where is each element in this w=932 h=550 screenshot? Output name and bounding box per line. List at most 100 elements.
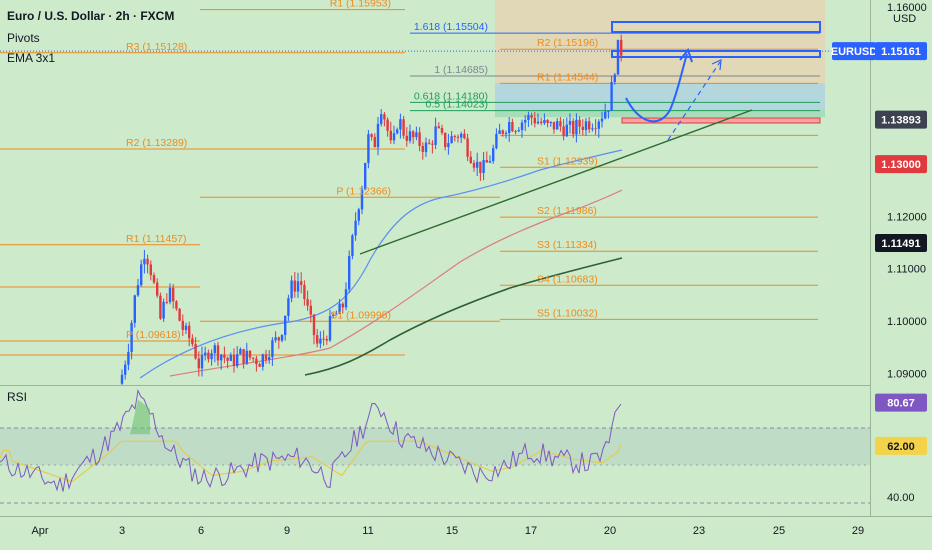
candle-body [332, 314, 335, 316]
date-tick: 6 [198, 525, 204, 537]
candle [389, 121, 392, 144]
candle-body [328, 315, 332, 341]
candle [140, 259, 143, 287]
candle [412, 130, 415, 144]
rsi-ma-badge[interactable]: 62.00 [875, 436, 927, 455]
candle-body [181, 320, 184, 330]
candle [616, 39, 620, 75]
target-box-r3[interactable] [611, 50, 821, 58]
candle [146, 254, 149, 274]
indicator-ema[interactable]: EMA 3x1 [7, 51, 56, 65]
candle [556, 118, 559, 130]
indicator-pivots[interactable]: Pivots [7, 31, 40, 45]
candle [124, 360, 127, 380]
date-tick: Apr [31, 525, 48, 537]
candle [360, 185, 364, 215]
candle-body [287, 298, 290, 316]
pivot-label-left-r1: R1 (1.11457) [126, 233, 187, 245]
candle [492, 144, 495, 164]
candle-body [156, 282, 159, 296]
candle [504, 130, 508, 139]
date-tick: 20 [604, 525, 616, 537]
candle [415, 126, 418, 141]
candle [184, 322, 188, 335]
candle [159, 292, 162, 321]
support-box-r1[interactable] [621, 117, 821, 124]
candle-body [232, 354, 236, 367]
candle-body [437, 126, 440, 129]
candle-body [469, 156, 472, 163]
candle [466, 133, 469, 162]
candle [588, 117, 591, 133]
candle [130, 320, 133, 360]
candle [591, 123, 594, 132]
candle [418, 127, 421, 152]
candle [175, 300, 178, 311]
price-badge-2-text: 1.13893 [881, 115, 921, 127]
candle [277, 336, 280, 349]
price-badge-2[interactable]: 1.13893 [875, 110, 927, 129]
pivot-label-right-r1: R1 (1.14544) [537, 71, 598, 83]
date-tick: 3 [119, 525, 125, 537]
candle-body [124, 364, 127, 375]
candle-body [226, 357, 229, 361]
price-badge-4[interactable]: 1.11491 [875, 234, 927, 253]
date-tick: 9 [284, 525, 290, 537]
candle-body [463, 133, 466, 139]
candle [543, 113, 546, 126]
candle [236, 346, 239, 369]
pivot-label-right-r2: R2 (1.15196) [537, 37, 598, 49]
rsi-label[interactable]: RSI [7, 390, 28, 404]
candle-body [434, 126, 437, 145]
candle-body [495, 133, 498, 149]
candle [232, 348, 236, 373]
candle-body [252, 357, 255, 359]
rsi-ma-badge-bg [875, 436, 927, 455]
target-box-r4[interactable] [611, 21, 821, 33]
candle [524, 115, 527, 131]
candle-body [146, 258, 149, 265]
candle-body [552, 121, 556, 130]
fib-zone-upper [495, 0, 825, 84]
candle [156, 278, 159, 298]
candle-body [162, 301, 165, 319]
candle [584, 118, 588, 136]
ema-mid-line [169, 189, 623, 377]
candle [261, 353, 264, 371]
candle-body [412, 131, 415, 138]
pivot-label-left-p: P (1.09618) [126, 329, 181, 341]
candle-body [559, 121, 562, 127]
candle [594, 119, 597, 135]
candle-body [444, 132, 447, 148]
price-badge[interactable]: 1.15161 [875, 42, 927, 61]
candle-body [546, 120, 549, 124]
candle-body [248, 350, 252, 358]
candle [511, 118, 514, 132]
candle-body [376, 123, 380, 148]
ascending-trendline[interactable] [359, 109, 753, 255]
candle [495, 128, 498, 150]
candle-body [210, 353, 213, 360]
rsi-value-badge[interactable]: 80.67 [875, 393, 927, 412]
candle-body [511, 122, 514, 132]
candle [581, 119, 584, 136]
candle-body [405, 135, 408, 141]
candle-body [348, 256, 351, 290]
candle-body [447, 143, 450, 148]
candle [309, 299, 312, 323]
candle [213, 342, 216, 363]
candle [604, 103, 607, 120]
projection-dashed-arrow[interactable] [667, 61, 721, 141]
price-badge-3[interactable]: 1.13000 [875, 155, 927, 174]
candle [456, 134, 460, 143]
candle [264, 349, 268, 364]
candle-body [549, 121, 552, 124]
candle-body [431, 143, 434, 145]
rsi-value-badge-bg [875, 393, 927, 412]
candle-body [354, 220, 357, 236]
candle-body [556, 121, 559, 130]
price-tick: 1.12000 [887, 211, 927, 223]
projection-arrow[interactable] [625, 53, 688, 123]
symbol-badge[interactable]: EURUSD [831, 42, 878, 61]
